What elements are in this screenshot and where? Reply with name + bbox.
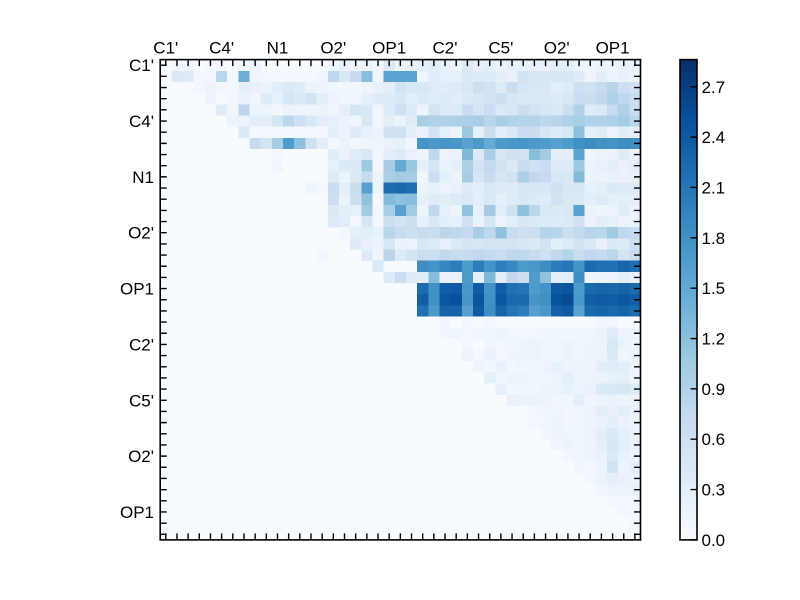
svg-text:O2': O2' <box>128 224 154 243</box>
svg-text:0.0: 0.0 <box>702 531 726 550</box>
svg-text:C2': C2' <box>129 335 154 354</box>
svg-text:OP1: OP1 <box>596 39 630 58</box>
svg-text:2.4: 2.4 <box>702 128 726 147</box>
svg-text:C1': C1' <box>129 56 154 75</box>
svg-text:C4': C4' <box>209 39 234 58</box>
svg-text:0.9: 0.9 <box>702 380 726 399</box>
svg-text:0.6: 0.6 <box>702 430 726 449</box>
svg-text:1.8: 1.8 <box>702 229 726 248</box>
svg-text:C5': C5' <box>488 39 513 58</box>
svg-text:1.5: 1.5 <box>702 279 726 298</box>
svg-text:C4': C4' <box>129 112 154 131</box>
svg-text:O2': O2' <box>128 447 154 466</box>
svg-text:2.1: 2.1 <box>702 179 726 198</box>
svg-text:1.2: 1.2 <box>702 330 726 349</box>
svg-text:2.7: 2.7 <box>702 78 726 97</box>
svg-text:OP1: OP1 <box>372 39 406 58</box>
svg-text:0.3: 0.3 <box>702 481 726 500</box>
svg-text:OP1: OP1 <box>120 280 154 299</box>
svg-text:O2': O2' <box>544 39 570 58</box>
svg-text:C2': C2' <box>433 39 458 58</box>
svg-text:C5': C5' <box>129 391 154 410</box>
svg-text:N1: N1 <box>132 168 154 187</box>
svg-text:C1': C1' <box>153 39 178 58</box>
svg-text:O2': O2' <box>320 39 346 58</box>
svg-text:OP1: OP1 <box>120 503 154 522</box>
svg-text:N1: N1 <box>267 39 289 58</box>
